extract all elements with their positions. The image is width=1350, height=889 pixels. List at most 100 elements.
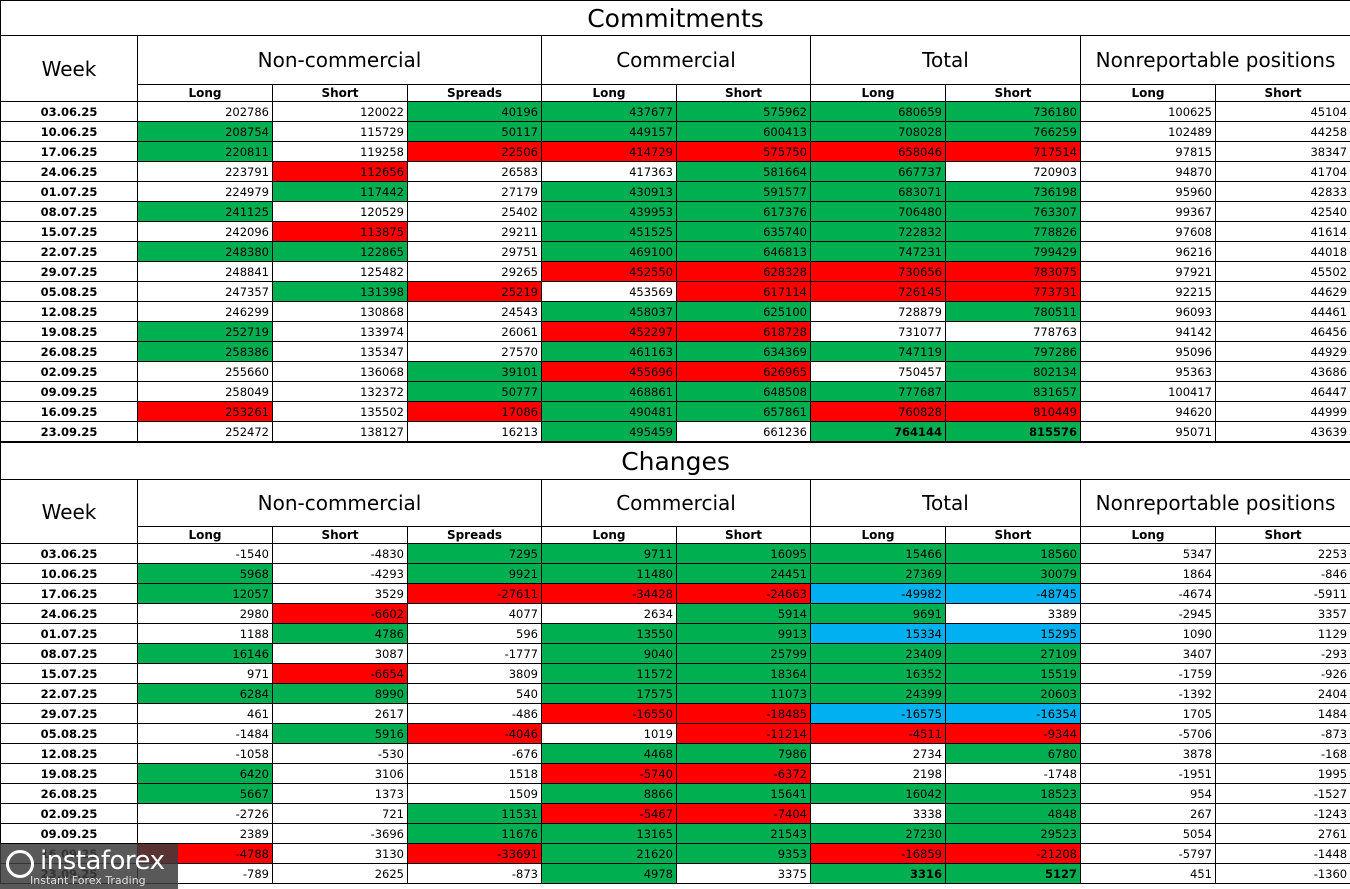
value-cell: 44999 [1214, 401, 1350, 422]
value-cell: 21543 [676, 823, 811, 844]
data-row: 22.07.25 248380 122865 29751 469100 646813 747… [0, 241, 1350, 262]
title-row: Commitments [0, 0, 1350, 36]
value-cell: 4786 [272, 623, 408, 644]
data-row: 09.09.25 2389 -3696 11676 13165 21543 27230 295… [0, 823, 1350, 844]
value-cell: -5740 [541, 763, 677, 784]
value-cell: 99367 [1080, 201, 1216, 222]
week-cell: 12.08.25 [0, 743, 138, 764]
group-row: Week Non-commercial Commercial Total Nonrepo… [0, 35, 1350, 102]
value-cell: 4848 [945, 803, 1081, 824]
value-cell: 2634 [541, 603, 677, 624]
data-row: 08.07.25 16146 3087 -1777 9040 25799 23409 2710… [0, 643, 1350, 664]
value-cell: 223791 [137, 161, 273, 182]
data-row: 01.07.25 224979 117442 27179 430913 591577 683… [0, 181, 1350, 202]
value-cell: 13550 [541, 623, 677, 644]
value-cell: 5916 [272, 723, 408, 744]
value-cell: -16550 [541, 703, 677, 724]
value-cell: 44929 [1214, 341, 1350, 362]
value-cell: 15334 [810, 623, 946, 644]
value-cell: 815576 [945, 421, 1081, 442]
value-cell: 2253 [1214, 543, 1350, 564]
week-header: Week [0, 479, 138, 544]
value-cell: 458037 [541, 301, 677, 322]
subheader: Short [676, 84, 811, 102]
value-cell: 38347 [1214, 141, 1350, 162]
value-cell: 43639 [1214, 421, 1350, 442]
value-cell: 797286 [945, 341, 1081, 362]
group-header: Commercial [541, 35, 811, 85]
value-cell: 799429 [945, 241, 1081, 262]
value-cell: 45502 [1214, 261, 1350, 282]
value-cell: 452297 [541, 321, 677, 342]
value-cell: 44629 [1214, 281, 1350, 302]
value-cell: -5797 [1080, 843, 1216, 864]
value-cell: 661236 [676, 421, 811, 442]
value-cell: 120022 [272, 101, 408, 122]
value-cell: 24543 [407, 301, 542, 322]
value-cell: 220811 [137, 141, 273, 162]
data-row: 10.06.25 5968 -4293 9921 11480 24451 27369 3007… [0, 563, 1350, 584]
value-cell: 23409 [810, 643, 946, 664]
value-cell: 591577 [676, 181, 811, 202]
value-cell: 461 [137, 703, 273, 724]
value-cell: 831657 [945, 381, 1081, 402]
value-cell: 451 [1080, 863, 1216, 884]
value-cell: 730656 [810, 261, 946, 282]
data-row: 24.06.25 2980 -6602 4077 2634 5914 9691 3389 -29… [0, 603, 1350, 624]
value-cell: -5467 [541, 803, 677, 824]
value-cell: 112656 [272, 161, 408, 182]
value-cell: 95071 [1080, 421, 1216, 442]
week-cell: 26.08.25 [0, 341, 138, 362]
value-cell: 495459 [541, 421, 677, 442]
data-row: 17.06.25 220811 119258 22506 414729 575750 658… [0, 141, 1350, 162]
week-cell: 08.07.25 [0, 201, 138, 222]
value-cell: 5054 [1080, 823, 1216, 844]
subheader: Long [1080, 526, 1216, 544]
week-cell: 24.06.25 [0, 603, 138, 624]
data-row: 23.09.25-7892625-8734978337533165127451-… [0, 863, 1350, 884]
value-cell: 27369 [810, 563, 946, 584]
value-cell: 9711 [541, 543, 677, 564]
value-cell: 3389 [945, 603, 1081, 624]
value-cell: 1995 [1214, 763, 1350, 784]
value-cell: 451525 [541, 221, 677, 242]
value-cell: -5911 [1214, 583, 1350, 604]
value-cell: 575962 [676, 101, 811, 122]
value-cell: 94142 [1080, 321, 1216, 342]
value-cell: 24399 [810, 683, 946, 704]
value-cell: 125482 [272, 261, 408, 282]
data-row: 12.08.25 246299 130868 24543 458037 625100 728… [0, 301, 1350, 322]
week-cell: 15.07.25 [0, 221, 138, 242]
value-cell: 6284 [137, 683, 273, 704]
value-cell: 247357 [137, 281, 273, 302]
value-cell: 747231 [810, 241, 946, 262]
subheader: Short [272, 84, 408, 102]
value-cell: 6780 [945, 743, 1081, 764]
value-cell: 596 [407, 623, 542, 644]
value-cell: 44018 [1214, 241, 1350, 262]
value-cell: 414729 [541, 141, 677, 162]
value-cell: 113875 [272, 221, 408, 242]
value-cell: 11676 [407, 823, 542, 844]
value-cell: 46456 [1214, 321, 1350, 342]
value-cell: -1243 [1214, 803, 1350, 824]
week-cell: 29.07.25 [0, 703, 138, 724]
group-header: Non-commercial [137, 479, 542, 527]
group-header: Commercial [541, 479, 811, 527]
group-row: Week Non-commercial Commercial Total Nonrepo… [0, 479, 1350, 544]
value-cell: 117442 [272, 181, 408, 202]
value-cell: 119258 [272, 141, 408, 162]
week-cell: 10.06.25 [0, 121, 138, 142]
value-cell: 2404 [1214, 683, 1350, 704]
value-cell: 437677 [541, 101, 677, 122]
value-cell: 683071 [810, 181, 946, 202]
value-cell: 4077 [407, 603, 542, 624]
value-cell: 252472 [137, 421, 273, 442]
value-cell: 3809 [407, 663, 542, 684]
data-row: 24.06.25 223791 112656 26583 417363 581664 667… [0, 161, 1350, 182]
value-cell: -1748 [945, 763, 1081, 784]
subheader: Short [945, 84, 1081, 102]
value-cell: 1864 [1080, 563, 1216, 584]
value-cell: 7986 [676, 743, 811, 764]
value-cell: 94620 [1080, 401, 1216, 422]
